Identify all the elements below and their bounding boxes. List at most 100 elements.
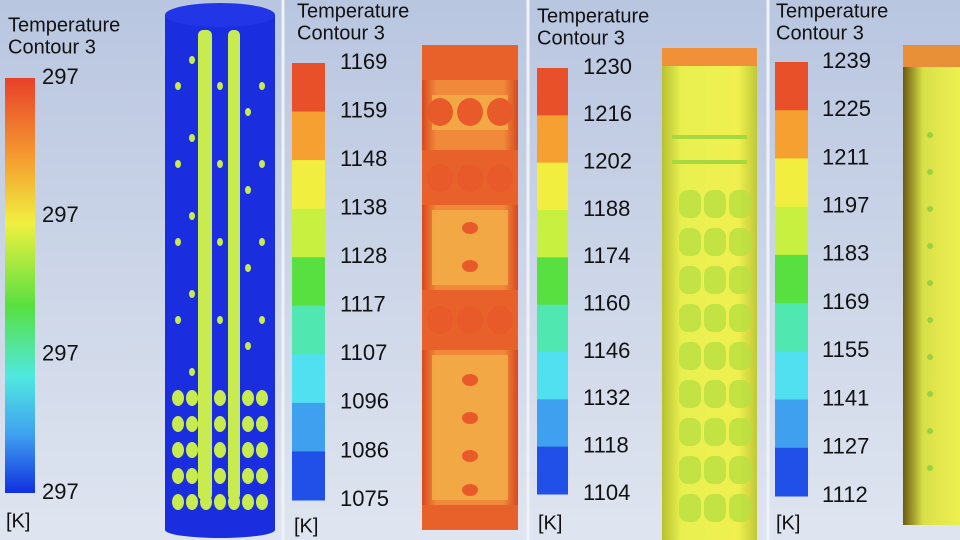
spot (217, 160, 223, 168)
spot (189, 134, 195, 142)
colorbar-band (292, 63, 325, 113)
legend-label: 1096 (340, 389, 389, 414)
spot (231, 134, 237, 142)
spot (259, 238, 265, 246)
cool-spot (927, 243, 933, 249)
hot-spot (462, 260, 478, 272)
colorbar-band (537, 446, 568, 495)
cool-spot (704, 380, 726, 408)
legend-label: 1188 (583, 196, 630, 221)
legend-label: 1160 (583, 290, 630, 315)
colorbar (5, 78, 35, 493)
cool-spot (679, 418, 701, 446)
cool-spot (729, 190, 751, 218)
legend-subtitle: Contour 3 (776, 22, 864, 44)
cool-spot (729, 304, 751, 332)
spot (214, 390, 226, 406)
colorbar-band (537, 210, 568, 258)
spot (214, 442, 226, 458)
legend-label: 1107 (340, 340, 387, 365)
cool-spot (729, 418, 751, 446)
cylinder-top (165, 3, 275, 27)
colorbar-band (775, 254, 808, 304)
spot (175, 82, 181, 90)
spot (245, 342, 251, 350)
cool-band (672, 135, 747, 139)
cool-spot (679, 380, 701, 408)
legend-title: Temperature (297, 0, 409, 22)
hot-spot (427, 98, 453, 126)
spot (217, 82, 223, 90)
spot (231, 212, 237, 220)
legend-label: 1239 (822, 48, 871, 73)
hot-spot (487, 164, 513, 192)
spot (259, 82, 265, 90)
spot (189, 56, 195, 64)
legend-subtitle: Contour 3 (8, 36, 96, 58)
cool-spot (704, 228, 726, 256)
hot-spot (427, 164, 453, 192)
colorbar-band (537, 399, 568, 448)
legend-label: 1183 (822, 241, 869, 266)
colorbar-band (292, 402, 325, 452)
spot (256, 442, 268, 458)
legend-label: 1174 (583, 243, 630, 268)
legend-label: 1086 (340, 437, 389, 462)
spot (172, 390, 184, 406)
cool-spot (927, 206, 933, 212)
spot (189, 290, 195, 298)
spot (200, 390, 212, 406)
cool-spot (679, 228, 701, 256)
legend-label: 1138 (340, 194, 387, 219)
cool-spot (927, 465, 933, 471)
legend-label: 1127 (822, 434, 869, 459)
legend-title: Temperature (8, 14, 120, 36)
legend-label: 1132 (583, 385, 630, 410)
hot-spot (487, 306, 513, 334)
hot-zone (422, 505, 518, 530)
legend-subtitle: Contour 3 (537, 27, 625, 49)
spot (228, 416, 240, 432)
colorbar-band (292, 451, 325, 501)
cool-spot (729, 266, 751, 294)
legend-label: 1169 (822, 289, 869, 314)
colorbar-band (775, 399, 808, 449)
legend-title: Temperature (537, 5, 649, 27)
spot (242, 390, 254, 406)
legend-label: 1216 (583, 101, 632, 126)
spot (256, 416, 268, 432)
spot (245, 108, 251, 116)
spot (186, 416, 198, 432)
legend-label: 1075 (340, 486, 389, 511)
hot-spot (462, 412, 478, 424)
spot (242, 442, 254, 458)
legend-label: 1155 (822, 337, 869, 362)
cool-spot (927, 428, 933, 434)
colorbar-band (775, 158, 808, 208)
spot (172, 416, 184, 432)
cool-spot (704, 190, 726, 218)
spot (245, 186, 251, 194)
cool-spot (704, 266, 726, 294)
spot (231, 56, 237, 64)
cool-spot (704, 456, 726, 484)
cool-spot (679, 266, 701, 294)
colorbar-band (292, 305, 325, 355)
spot (242, 416, 254, 432)
spot (200, 442, 212, 458)
spot (203, 264, 209, 272)
legend-label: 1112 (822, 482, 868, 507)
cool-band (672, 160, 747, 164)
legend-label: 1225 (822, 96, 871, 121)
spot (259, 160, 265, 168)
hot-spot (462, 450, 478, 462)
cool-spot (729, 342, 751, 370)
cool-spot (679, 342, 701, 370)
cool-spot (704, 494, 726, 522)
spot (186, 468, 198, 484)
spot (231, 368, 237, 376)
spot (189, 368, 195, 376)
spot (242, 494, 254, 510)
legend-label: 1197 (822, 192, 869, 217)
